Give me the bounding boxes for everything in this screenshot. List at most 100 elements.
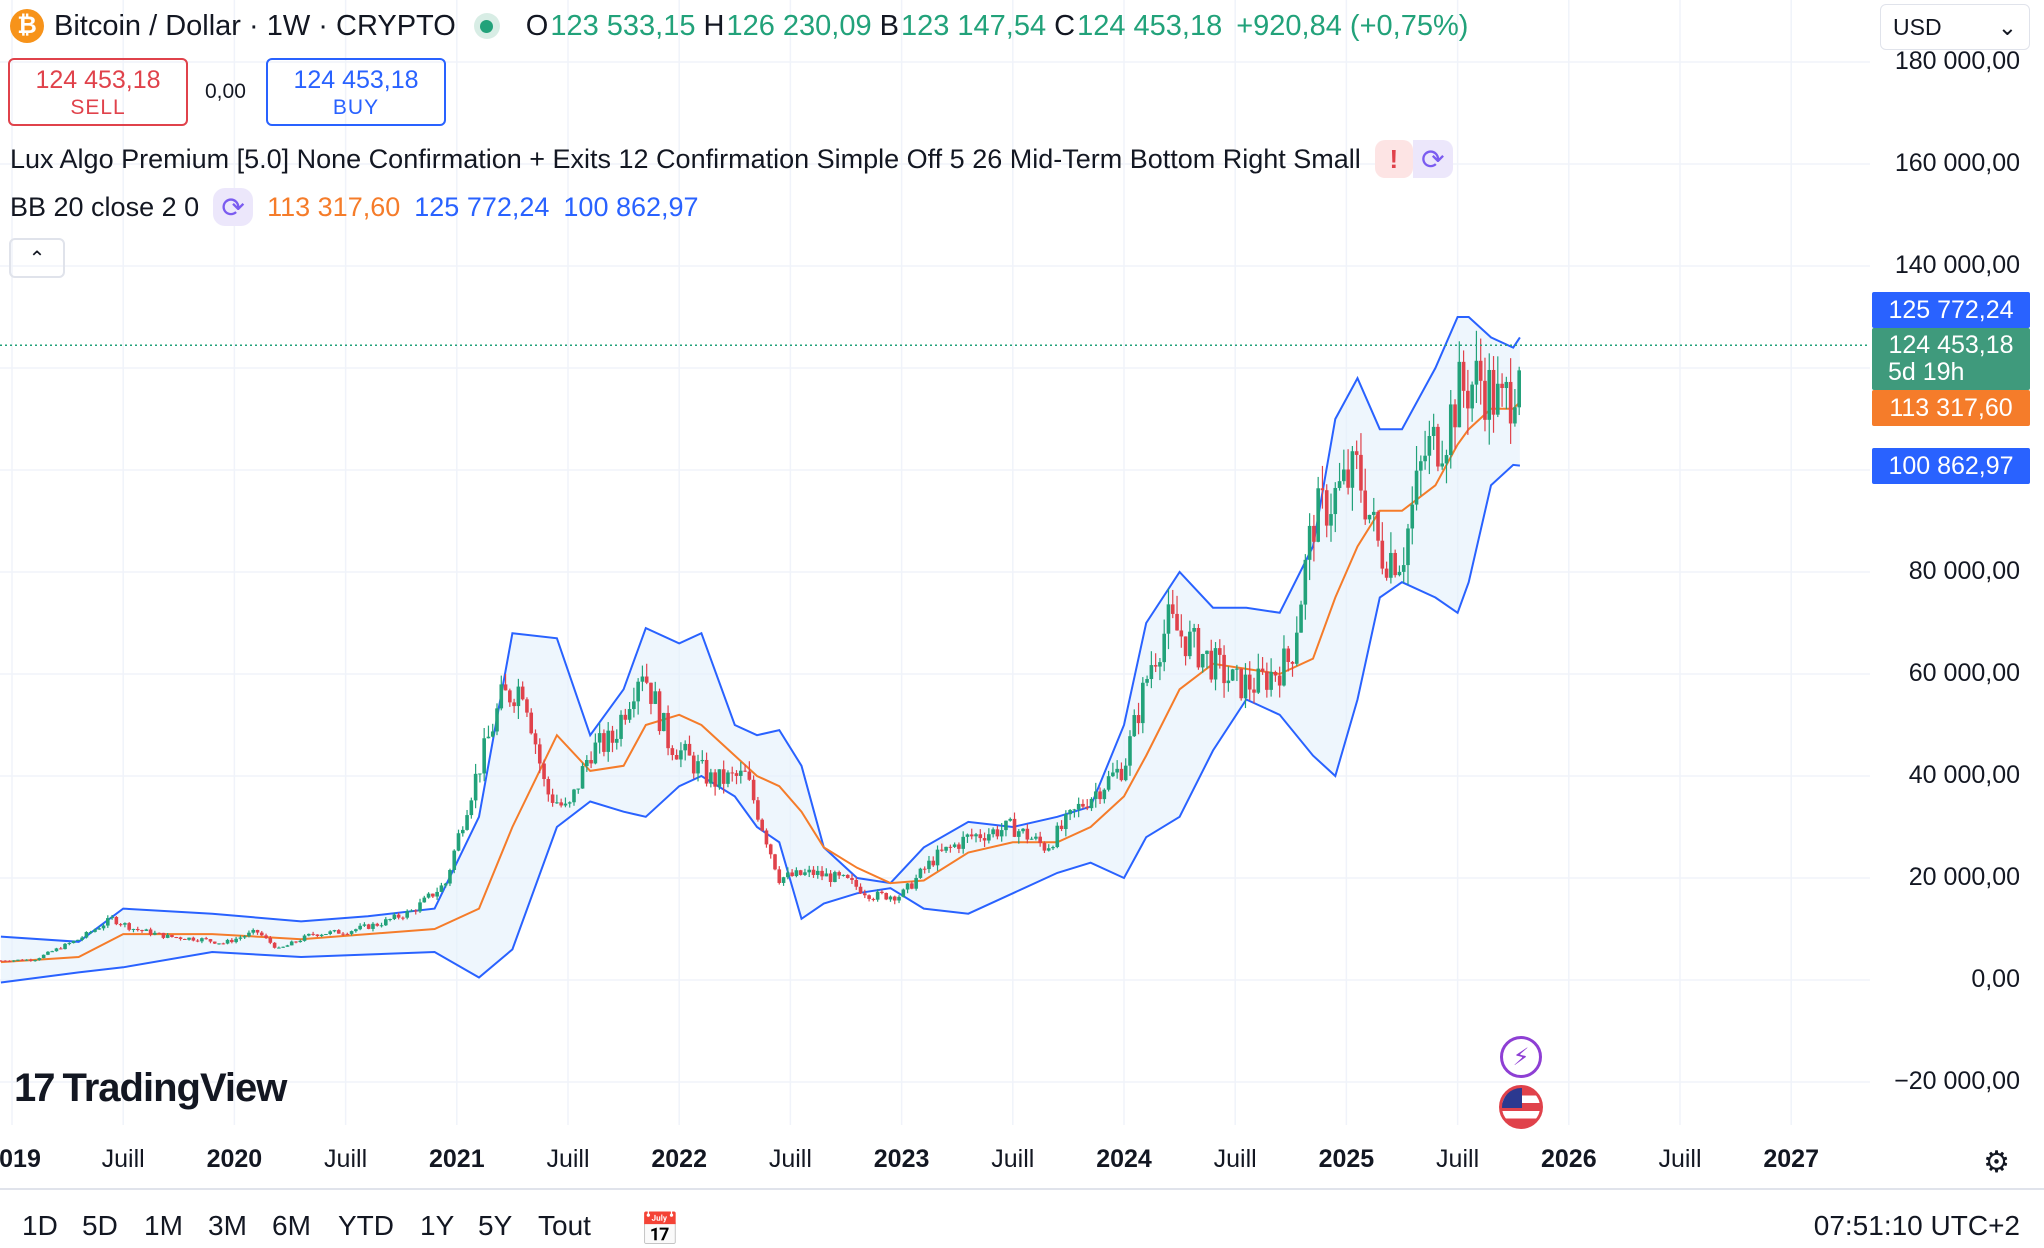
candle-body [1286, 648, 1291, 662]
candle-body [482, 738, 486, 774]
tradingview-text: TradingView [62, 1066, 288, 1110]
candle-body [734, 773, 739, 776]
candle-body [1367, 514, 1372, 520]
collapse-legend-button[interactable]: ⌃ [9, 238, 65, 278]
price-tick-label: 60 000,00 [1908, 659, 2020, 687]
candle-body [653, 691, 658, 704]
us-flag-icon[interactable] [1499, 1085, 1543, 1129]
candle-body [127, 923, 131, 930]
candle-body [1213, 648, 1218, 680]
warning-icon[interactable]: ! [1374, 140, 1413, 178]
candle-body [264, 935, 268, 938]
candle-body [281, 946, 285, 948]
low-value: 123 147,54 [900, 9, 1047, 42]
candle-body [242, 936, 247, 938]
candle-body [1162, 633, 1167, 663]
candle-body [46, 951, 50, 955]
candle-body [401, 917, 405, 919]
clock[interactable]: 07:51:10 UTC+2 [1813, 1210, 2020, 1241]
timeframe-button-5d[interactable]: 5D [82, 1210, 118, 1241]
candle-body [593, 742, 598, 764]
candle-body [602, 733, 606, 752]
open-value: 123 533,15 [550, 9, 696, 42]
timeframe-button-1m[interactable]: 1M [144, 1210, 183, 1241]
timeframe-button-1d[interactable]: 1D [22, 1210, 58, 1241]
timeframe-button-5y[interactable]: 5Y [478, 1210, 513, 1241]
price-tick-label: 0,00 [1971, 965, 2020, 993]
timeframe-button-3m[interactable]: 3M [208, 1210, 247, 1241]
candle-body [1487, 369, 1492, 420]
candle-body [674, 754, 679, 760]
currency-select[interactable]: USD ⌄ [1880, 4, 2030, 50]
candle-body [1046, 848, 1051, 851]
candle-body [371, 923, 375, 929]
time-tick-label: Juill [1658, 1145, 1702, 1173]
candle-body [24, 959, 29, 961]
bollinger-indicator[interactable]: BB 20 close 2 0 ⟳ 113 317,60 125 772,24 … [10, 188, 699, 226]
candle-body [555, 802, 559, 804]
refresh-icon[interactable]: ⟳ [213, 188, 254, 226]
lux-algo-indicator[interactable]: Lux Algo Premium [5.0] None Confirmation… [10, 140, 1453, 178]
candle-body [807, 869, 812, 873]
date-range-icon[interactable]: 📅 [640, 1211, 680, 1247]
candle-body [1200, 653, 1205, 668]
candle-body [974, 834, 978, 837]
candle-body [1307, 525, 1312, 560]
time-tick-label: 2024 [1096, 1145, 1152, 1173]
candle-body [191, 937, 196, 941]
candle-body [1265, 671, 1269, 690]
candle-body [354, 929, 358, 932]
candle-body [508, 690, 512, 703]
candle-body [743, 770, 747, 772]
buy-price: 124 453,18 [293, 66, 419, 94]
candle-body [358, 925, 362, 930]
candle-body [854, 880, 859, 887]
candle-body [319, 934, 324, 937]
bb-title: BB 20 close 2 0 [10, 191, 200, 222]
candle-body [1491, 369, 1496, 415]
candle-body [982, 838, 987, 841]
candle-body [174, 937, 179, 939]
symbol-title[interactable]: Bitcoin / Dollar · 1W · CRYPTO [54, 9, 456, 42]
candle-body [760, 819, 764, 831]
candle-body [33, 960, 37, 962]
buy-button[interactable]: 124 453,18 BUY [266, 58, 446, 126]
candle-body [679, 750, 683, 760]
candle-body [1448, 404, 1453, 456]
candle-body [302, 935, 307, 941]
candle-body [927, 860, 931, 870]
candle-body [426, 893, 431, 898]
candle-body [640, 676, 645, 682]
candle-body [405, 911, 409, 918]
sell-button[interactable]: 124 453,18 SELL [8, 58, 188, 126]
candle-body [1320, 488, 1325, 491]
candle-body [1256, 668, 1261, 693]
settings-icon[interactable]: ⚙ [1983, 1146, 2010, 1179]
buy-label: BUY [332, 96, 380, 119]
candle-body [957, 844, 961, 849]
candle-body [931, 860, 936, 866]
refresh-icon[interactable]: ⟳ [1412, 140, 1453, 178]
timeframe-button-ytd[interactable]: YTD [338, 1210, 394, 1241]
candle-body [644, 676, 649, 683]
candle-body [721, 769, 726, 784]
candle-body [88, 931, 93, 933]
candle-body [537, 744, 542, 764]
candle-body [841, 874, 846, 876]
candle-body [148, 929, 153, 935]
candle-body [178, 937, 183, 940]
candle-body [781, 877, 786, 883]
time-tick-label: 2021 [428, 1145, 485, 1173]
candle-body [328, 931, 333, 935]
timeframe-button-6m[interactable]: 6M [272, 1210, 311, 1241]
price-tick-label: 80 000,00 [1908, 557, 2020, 585]
candle-body [101, 925, 106, 929]
candle-body [1478, 360, 1483, 381]
tradingview-mark: 17 [14, 1066, 55, 1110]
timeframe-button-1y[interactable]: 1Y [420, 1210, 455, 1241]
candle-body [811, 869, 816, 875]
timeframe-button-tout[interactable]: Tout [538, 1210, 591, 1241]
flash-icon[interactable]: ⚡ [1500, 1036, 1542, 1078]
candle-body [1128, 736, 1132, 766]
